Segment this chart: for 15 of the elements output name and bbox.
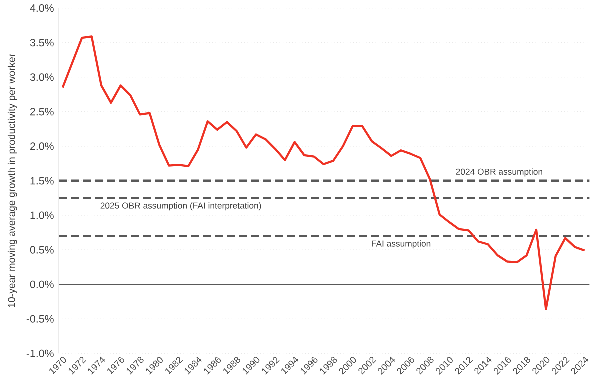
y-tick-label: -0.5% (26, 315, 54, 323)
ref-line-label: 2024 OBR assumption (456, 168, 542, 177)
y-tick-label: 0.0% (30, 280, 54, 288)
y-tick-label: 2.0% (30, 142, 54, 150)
y-tick-label: -1.0% (26, 350, 54, 358)
ref-line-label: 2025 OBR assumption (FAI interpretation) (100, 202, 262, 211)
y-tick-label: 0.5% (30, 246, 54, 254)
y-tick-label: 1.5% (30, 177, 54, 185)
ref-line-label: FAI assumption (372, 240, 431, 249)
y-tick-label: 2.5% (30, 108, 54, 116)
y-tick-label: 3.5% (30, 39, 54, 47)
y-tick-label: 4.0% (30, 4, 54, 12)
y-tick-label: 1.0% (30, 212, 54, 220)
y-tick-label: 3.0% (30, 74, 54, 82)
y-axis-title: 10-year moving average growth in productivity per worker (8, 54, 18, 308)
